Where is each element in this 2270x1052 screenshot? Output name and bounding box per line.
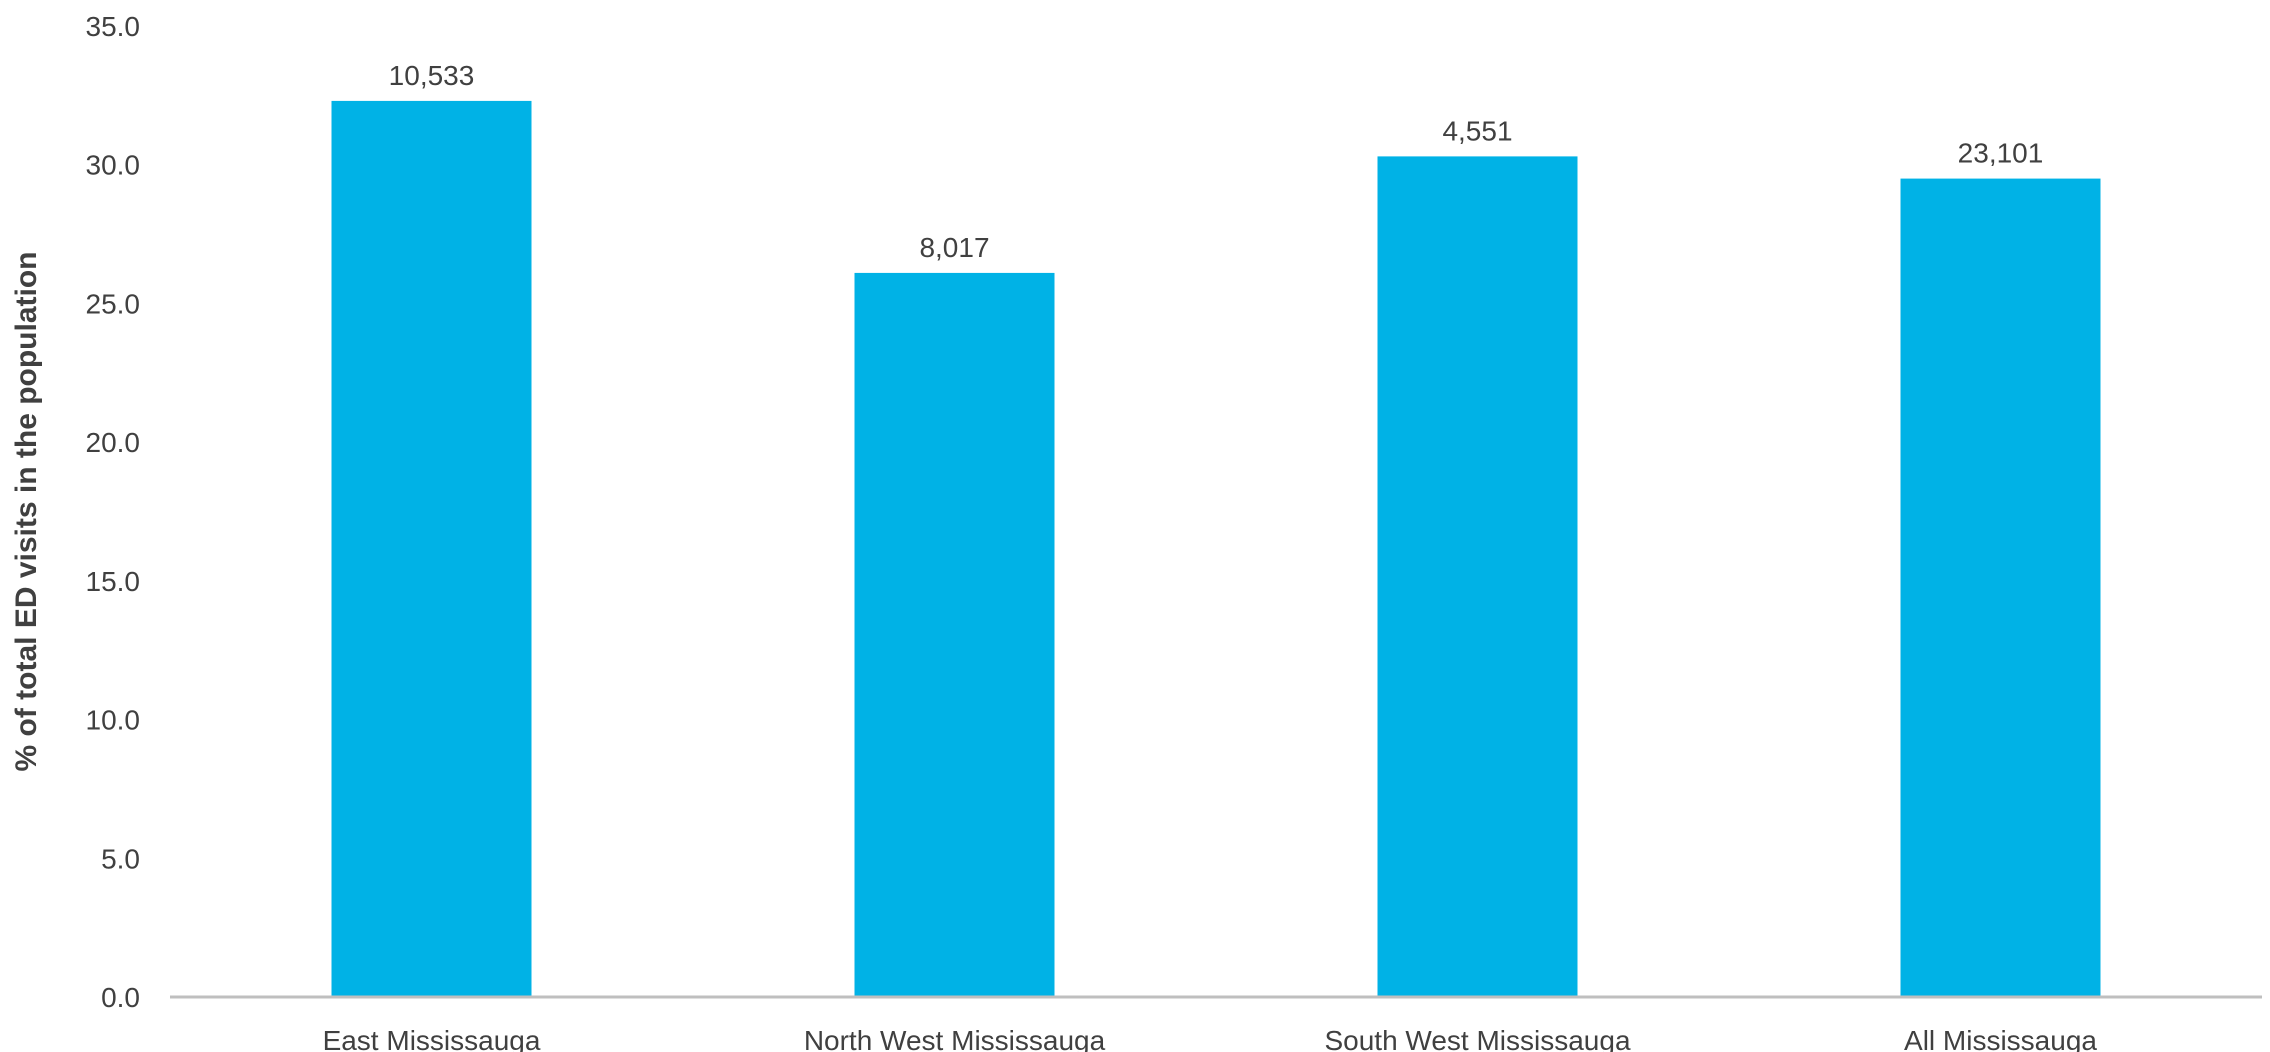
category-labels: East Mississauga North West Mississauga So… — [323, 1025, 2098, 1052]
bar — [1900, 178, 2101, 998]
y-tick-label: 25.0 — [86, 288, 141, 319]
data-labels: 10,533 8,017 4,551 23,101 — [389, 60, 2044, 263]
data-label: 10,533 — [389, 60, 475, 91]
bar — [1377, 156, 1578, 998]
y-tick-label: 10.0 — [86, 705, 141, 736]
y-tick-label: 0.0 — [101, 982, 140, 1013]
y-tick-label: 5.0 — [101, 843, 140, 874]
data-label: 23,101 — [1958, 138, 2044, 169]
bar — [331, 100, 532, 998]
y-tick-label: 15.0 — [86, 566, 141, 597]
y-tick-label: 20.0 — [86, 427, 141, 458]
category-label: All Mississauga — [1904, 1025, 2097, 1052]
category-label: East Mississauga — [323, 1025, 541, 1052]
data-label: 8,017 — [919, 232, 989, 263]
data-label: 4,551 — [1442, 115, 1512, 146]
y-axis-ticks: 0.0 5.0 10.0 15.0 20.0 25.0 30.0 35.0 — [86, 11, 141, 1013]
category-label: North West Mississauga — [804, 1025, 1106, 1052]
y-tick-label: 30.0 — [86, 150, 141, 181]
bar — [854, 272, 1055, 997]
y-axis-title: % of total ED visits in the population — [10, 251, 43, 771]
category-label: South West Mississauga — [1324, 1025, 1630, 1052]
bars — [331, 100, 2101, 998]
y-tick-label: 35.0 — [86, 11, 141, 42]
